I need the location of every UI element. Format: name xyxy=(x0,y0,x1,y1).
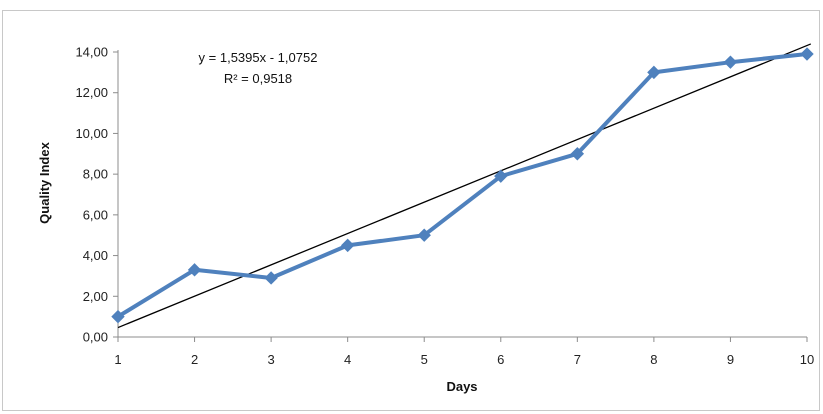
data-point-marker xyxy=(570,147,585,161)
data-point-marker xyxy=(417,228,431,242)
data-point-marker xyxy=(111,309,125,324)
x-tick-label: 9 xyxy=(727,352,734,367)
y-tick-label: 2,00 xyxy=(83,289,108,304)
data-point-marker xyxy=(800,47,814,61)
y-tick-labels: 0,00 2,00 4,00 6,00 8,00 10,00 12,00 14,00 xyxy=(75,45,108,345)
x-tick-label: 2 xyxy=(191,352,198,367)
x-tick-label: 4 xyxy=(344,352,351,367)
y-axis-title: Quality Index xyxy=(37,141,52,223)
trendline-layer xyxy=(117,43,812,329)
r-squared-label: R² = 0,9518 xyxy=(224,71,292,86)
y-tick-label: 14,00 xyxy=(75,45,108,60)
data-point-marker xyxy=(723,55,738,69)
x-tick-label: 10 xyxy=(800,352,814,367)
series-layer xyxy=(111,47,814,324)
x-tick-label: 8 xyxy=(650,352,657,367)
chart-frame xyxy=(2,10,820,411)
y-tick-label: 4,00 xyxy=(83,248,108,263)
y-tick-label: 6,00 xyxy=(83,207,108,222)
data-point-marker xyxy=(647,65,661,80)
data-point-marker xyxy=(340,238,355,253)
x-tick-label: 6 xyxy=(497,352,504,367)
data-point-marker xyxy=(264,271,278,285)
data-point-marker xyxy=(494,169,508,183)
x-tick-label: 3 xyxy=(267,352,274,367)
y-tick-label: 10,00 xyxy=(75,126,108,141)
x-tick-label: 7 xyxy=(574,352,581,367)
axes xyxy=(113,50,808,342)
y-tick-label: 12,00 xyxy=(75,85,108,100)
x-axis-title: Days xyxy=(446,379,477,394)
trendline-equation: y = 1,5395x - 1,0752 xyxy=(199,50,318,65)
x-tick-label: 5 xyxy=(421,352,428,367)
series-line xyxy=(116,52,808,319)
y-tick-label: 8,00 xyxy=(83,167,108,182)
linear-trendline xyxy=(117,43,812,329)
data-point-marker xyxy=(187,263,202,277)
y-tick-label: 0,00 xyxy=(83,330,108,345)
x-tick-label: 1 xyxy=(114,352,121,367)
x-tick-labels: 1 2 3 4 5 6 7 8 9 10 xyxy=(114,352,814,367)
